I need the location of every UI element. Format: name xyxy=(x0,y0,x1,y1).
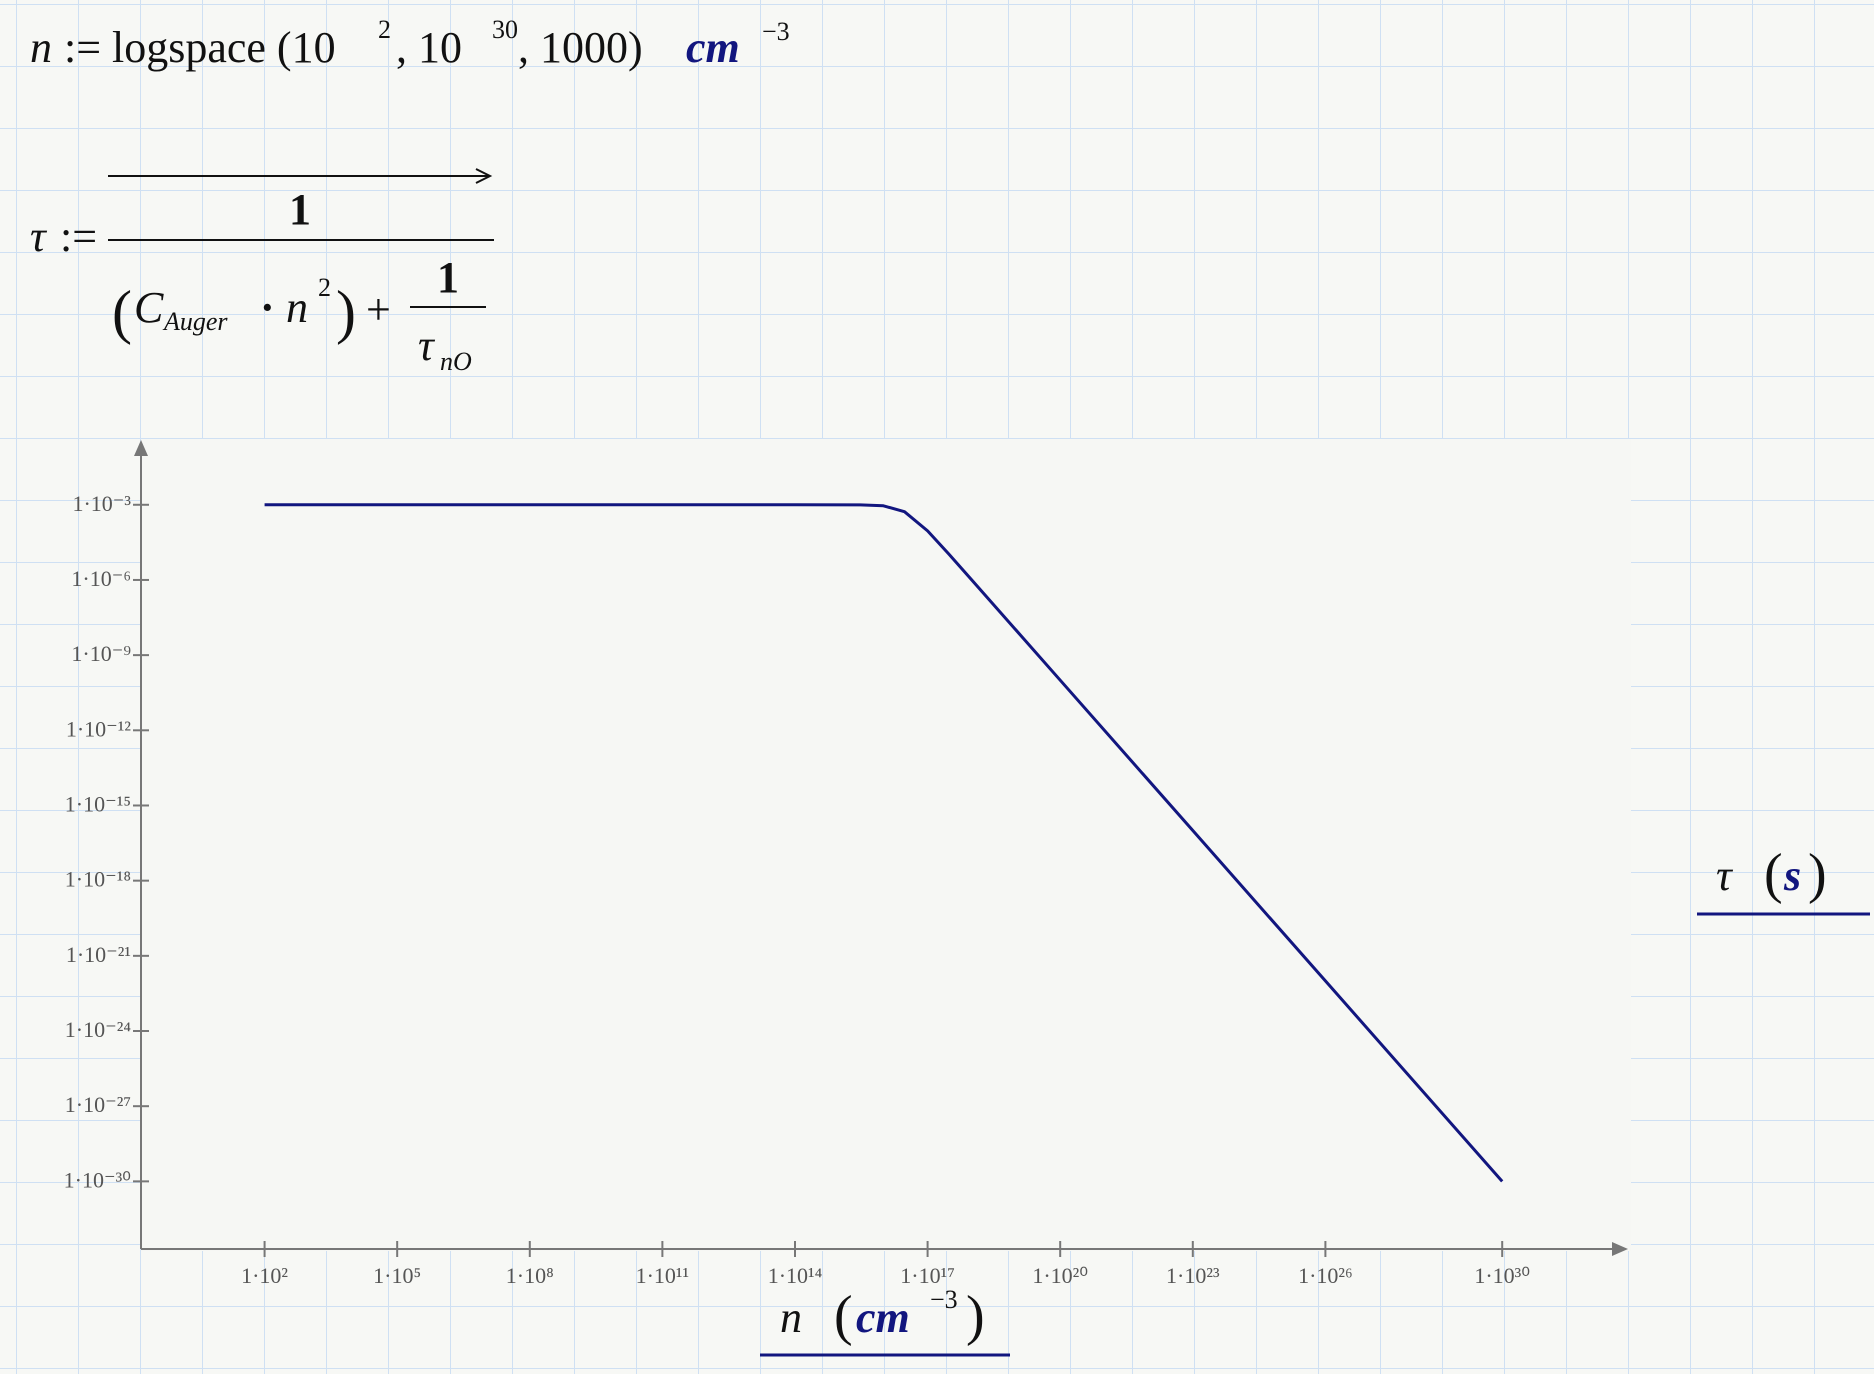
y-tick-label: 1·10⁻³⁰ xyxy=(64,1167,132,1192)
x-title-exponent: −3 xyxy=(930,1285,958,1314)
plot: 1·10² 1·10⁵ 1·10⁸ 1·10¹¹ 1·10¹⁴ 1·10¹⁷ 1·10²⁰ 1… xyxy=(64,491,1531,1288)
plot-area xyxy=(141,439,1631,1251)
x-tick-label: 1·10⁵ xyxy=(373,1263,421,1288)
x-title-symbol: n xyxy=(780,1293,802,1342)
y-tick-label: 1·10⁻²¹ xyxy=(66,942,131,967)
y-title-symbol: τ xyxy=(1716,851,1734,900)
eq-op: := xyxy=(64,23,101,72)
paren: ( xyxy=(112,279,132,345)
x-tick-label: 1·10² xyxy=(241,1263,288,1288)
exponent: 2 xyxy=(318,273,331,302)
paren: ) xyxy=(336,279,356,345)
y-tick-label: 1·10⁻⁹ xyxy=(71,641,131,666)
eq-lhs: τ xyxy=(30,212,48,261)
x-tick-label: 1·10²³ xyxy=(1166,1263,1220,1288)
y-tick-label: 1·10⁻²⁴ xyxy=(65,1017,132,1042)
x-tick-label: 1·10⁸ xyxy=(506,1263,554,1288)
y-title-paren: ) xyxy=(1808,843,1827,905)
y-tick-label: 1·10⁻³ xyxy=(72,491,131,516)
x-tick-label: 1·10¹⁴ xyxy=(768,1263,823,1288)
series-line xyxy=(264,503,1504,1183)
dot: · xyxy=(260,283,275,332)
arrow-head xyxy=(475,168,493,184)
numerator: 1 xyxy=(289,185,311,234)
x-tick-label: 1·10¹⁷ xyxy=(900,1263,955,1288)
symbol: C xyxy=(134,283,164,332)
x-title-paren: ( xyxy=(834,1285,853,1347)
eq-exponent: 2 xyxy=(378,15,391,44)
y-title-paren: ( xyxy=(1764,843,1783,905)
eq-op: := xyxy=(60,212,97,261)
plus: + xyxy=(366,285,391,334)
y-tick-label: 1·10⁻⁶ xyxy=(71,566,131,591)
y-tick-label: 1·10⁻¹² xyxy=(66,716,132,741)
subscript: nO xyxy=(440,347,472,376)
y-tick-label: 1·10⁻¹⁸ xyxy=(65,867,131,892)
y-tick-label: 1·10⁻²⁷ xyxy=(65,1092,131,1117)
eq-text: , 1000) xyxy=(518,23,643,72)
eq-exponent: −3 xyxy=(762,17,790,46)
eq-text: logspace (10 xyxy=(112,23,336,72)
x-tick-label: 1·10³⁰ xyxy=(1474,1263,1530,1288)
eq-lhs: n xyxy=(30,23,52,72)
x-tick-label: 1·10¹¹ xyxy=(636,1263,690,1288)
eq-unit: cm xyxy=(686,23,740,72)
subscript: Auger xyxy=(162,307,228,336)
symbol: τ xyxy=(418,321,436,370)
y-title-unit: s xyxy=(1783,851,1801,900)
eq-text: , 10 xyxy=(396,23,462,72)
y-axis-arrow xyxy=(134,440,148,456)
numerator: 1 xyxy=(437,253,459,302)
x-title-unit: cm xyxy=(856,1293,910,1342)
x-tick-label: 1·10²⁰ xyxy=(1032,1263,1088,1288)
eq-exponent: 30 xyxy=(492,15,518,44)
x-tick-label: 1·10²⁶ xyxy=(1298,1263,1353,1288)
symbol: n xyxy=(286,283,308,332)
x-title-paren: ) xyxy=(966,1285,985,1347)
x-axis-arrow xyxy=(1612,1242,1628,1256)
y-tick-label: 1·10⁻¹⁵ xyxy=(65,791,131,816)
